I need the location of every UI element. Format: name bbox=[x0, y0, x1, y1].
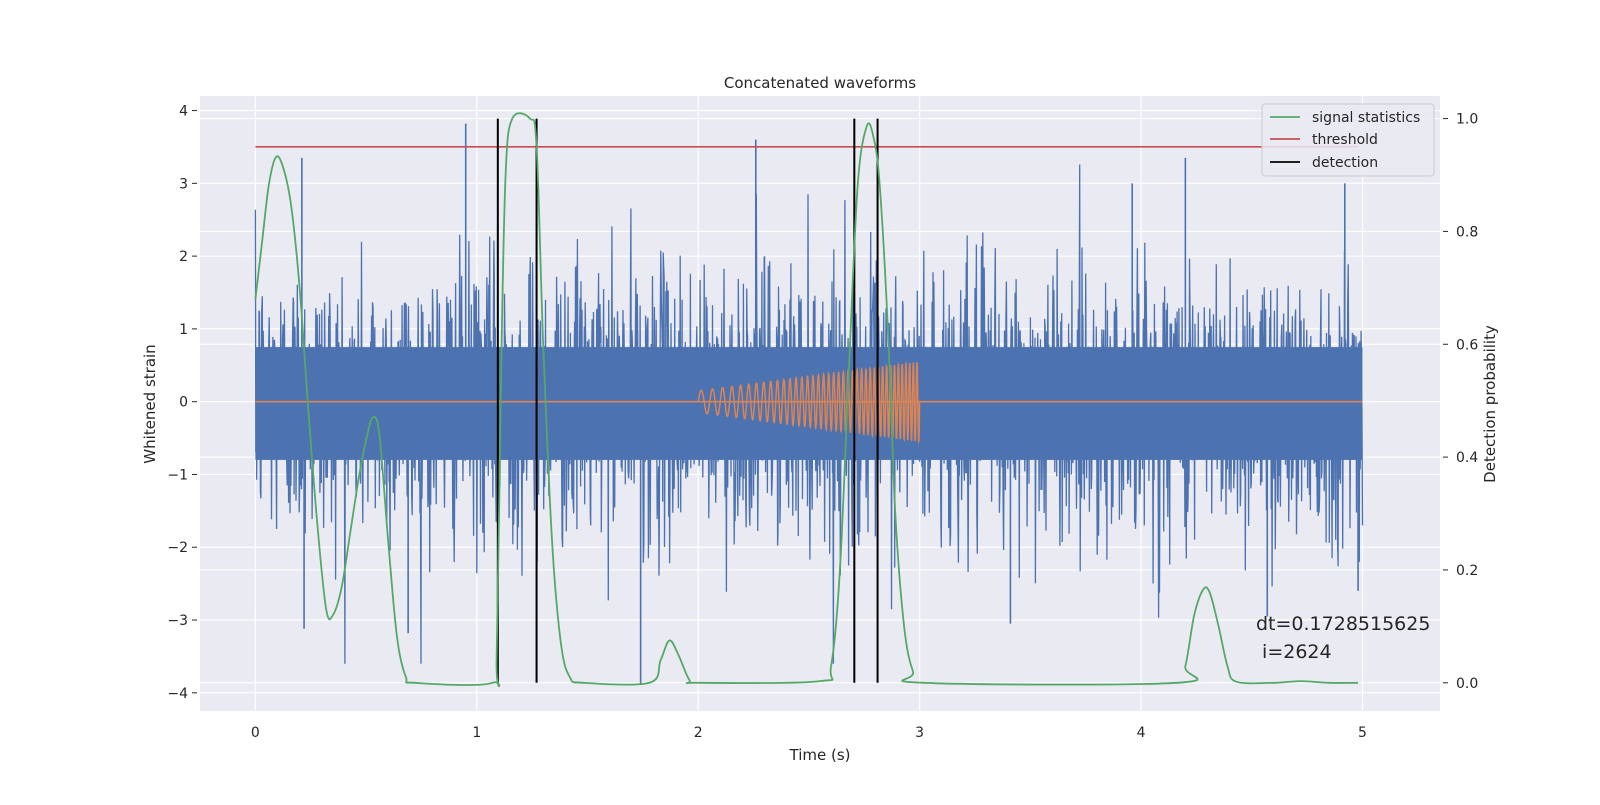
y-tick-label: 1 bbox=[179, 322, 188, 338]
y-axis-label: Whitened strain bbox=[141, 344, 159, 463]
y2-tick-label: 0.0 bbox=[1456, 676, 1478, 692]
legend-label-detection: detection bbox=[1312, 155, 1378, 171]
legend-box bbox=[1261, 103, 1435, 177]
y-tick-label: −3 bbox=[167, 613, 188, 629]
y2-tick-label: 0.8 bbox=[1456, 224, 1478, 240]
x-tick-label: 2 bbox=[694, 725, 703, 741]
legend: signal statistics threshold detection bbox=[1261, 103, 1435, 177]
x-tick-label: 3 bbox=[915, 725, 924, 741]
data-layer bbox=[254, 112, 1364, 688]
annotation-dt: dt=0.1728515625 bbox=[1256, 613, 1430, 635]
legend-label-signal-statistics: signal statistics bbox=[1312, 110, 1420, 126]
y2-tick-label: 0.4 bbox=[1456, 450, 1478, 466]
y-tick-label: 0 bbox=[179, 395, 188, 411]
x-tick-label: 0 bbox=[251, 725, 260, 741]
x-tick-label: 5 bbox=[1358, 725, 1367, 741]
y-tick-label: −1 bbox=[167, 467, 188, 483]
x-axis-label: Time (s) bbox=[789, 746, 851, 764]
chart-title: Concatenated waveforms bbox=[724, 74, 916, 92]
y-tick-label: −4 bbox=[167, 686, 188, 702]
injected-signal-chirp bbox=[697, 360, 921, 445]
legend-label-threshold: threshold bbox=[1312, 132, 1378, 148]
signal-statistics-line bbox=[254, 112, 1359, 688]
y2-tick-label: 1.0 bbox=[1456, 112, 1478, 128]
y2-tick-label: 0.6 bbox=[1456, 337, 1478, 353]
y-tick-label: 2 bbox=[179, 249, 188, 265]
x-tick-label: 1 bbox=[472, 725, 481, 741]
y2-tick-label: 0.2 bbox=[1456, 563, 1478, 579]
y2-axis-label: Detection probability bbox=[1481, 325, 1499, 483]
tick-labels: 0 1 2 3 4 5 −4 −3 −2 −1 0 1 2 3 4 0.0 0.2 0.4 0.6 0.8 1.0 bbox=[167, 104, 1478, 741]
x-tick-label: 4 bbox=[1137, 725, 1146, 741]
y-tick-label: −2 bbox=[167, 540, 188, 556]
y-tick-label: 4 bbox=[179, 104, 188, 120]
y-tick-label: 3 bbox=[179, 176, 188, 192]
annotation-i: i=2624 bbox=[1256, 641, 1332, 663]
